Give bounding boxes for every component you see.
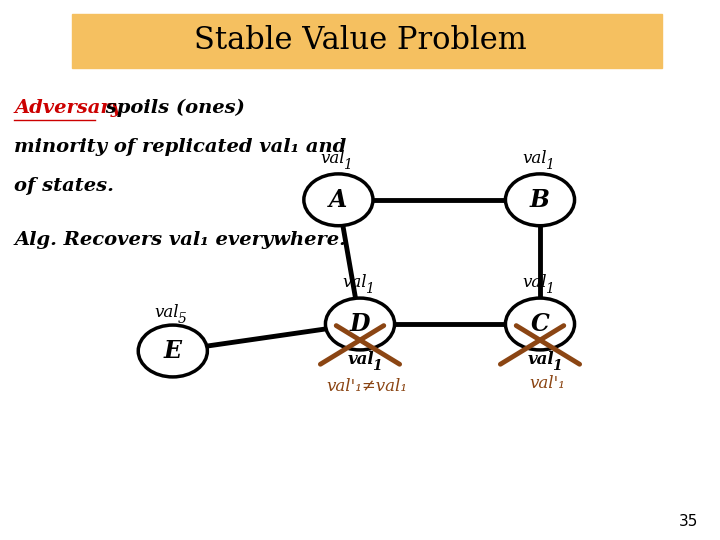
FancyBboxPatch shape [72, 14, 662, 68]
Text: 1: 1 [552, 359, 562, 373]
Text: Stable Value Problem: Stable Value Problem [194, 25, 526, 56]
Circle shape [505, 174, 575, 226]
Text: val'₁≠val₁: val'₁≠val₁ [327, 377, 408, 395]
Text: val: val [522, 274, 546, 292]
Text: minority of replicated val₁ and: minority of replicated val₁ and [14, 138, 346, 156]
Text: val: val [348, 350, 375, 368]
Text: 1: 1 [545, 158, 554, 172]
Text: E: E [163, 339, 181, 363]
Text: spoils (ones): spoils (ones) [99, 99, 246, 117]
Text: val: val [528, 350, 555, 368]
Text: val: val [342, 274, 366, 292]
Text: Alg. Recovers val₁ everywhere.: Alg. Recovers val₁ everywhere. [14, 231, 346, 249]
Text: 1: 1 [343, 158, 352, 172]
Circle shape [325, 298, 395, 350]
Text: 35: 35 [679, 514, 698, 529]
Text: val: val [522, 150, 546, 167]
Text: 1: 1 [372, 359, 382, 373]
Text: A: A [329, 188, 348, 212]
Text: val: val [320, 150, 345, 167]
Text: C: C [531, 312, 549, 336]
Text: of states.: of states. [14, 177, 114, 195]
Text: Adversary: Adversary [14, 99, 122, 117]
Circle shape [304, 174, 373, 226]
Text: 1: 1 [365, 282, 374, 296]
Text: 1: 1 [545, 282, 554, 296]
Text: D: D [350, 312, 370, 336]
Text: 5: 5 [178, 312, 186, 326]
Text: B: B [530, 188, 550, 212]
Text: val: val [155, 303, 179, 321]
Text: val'₁: val'₁ [529, 375, 565, 392]
Circle shape [138, 325, 207, 377]
Circle shape [505, 298, 575, 350]
